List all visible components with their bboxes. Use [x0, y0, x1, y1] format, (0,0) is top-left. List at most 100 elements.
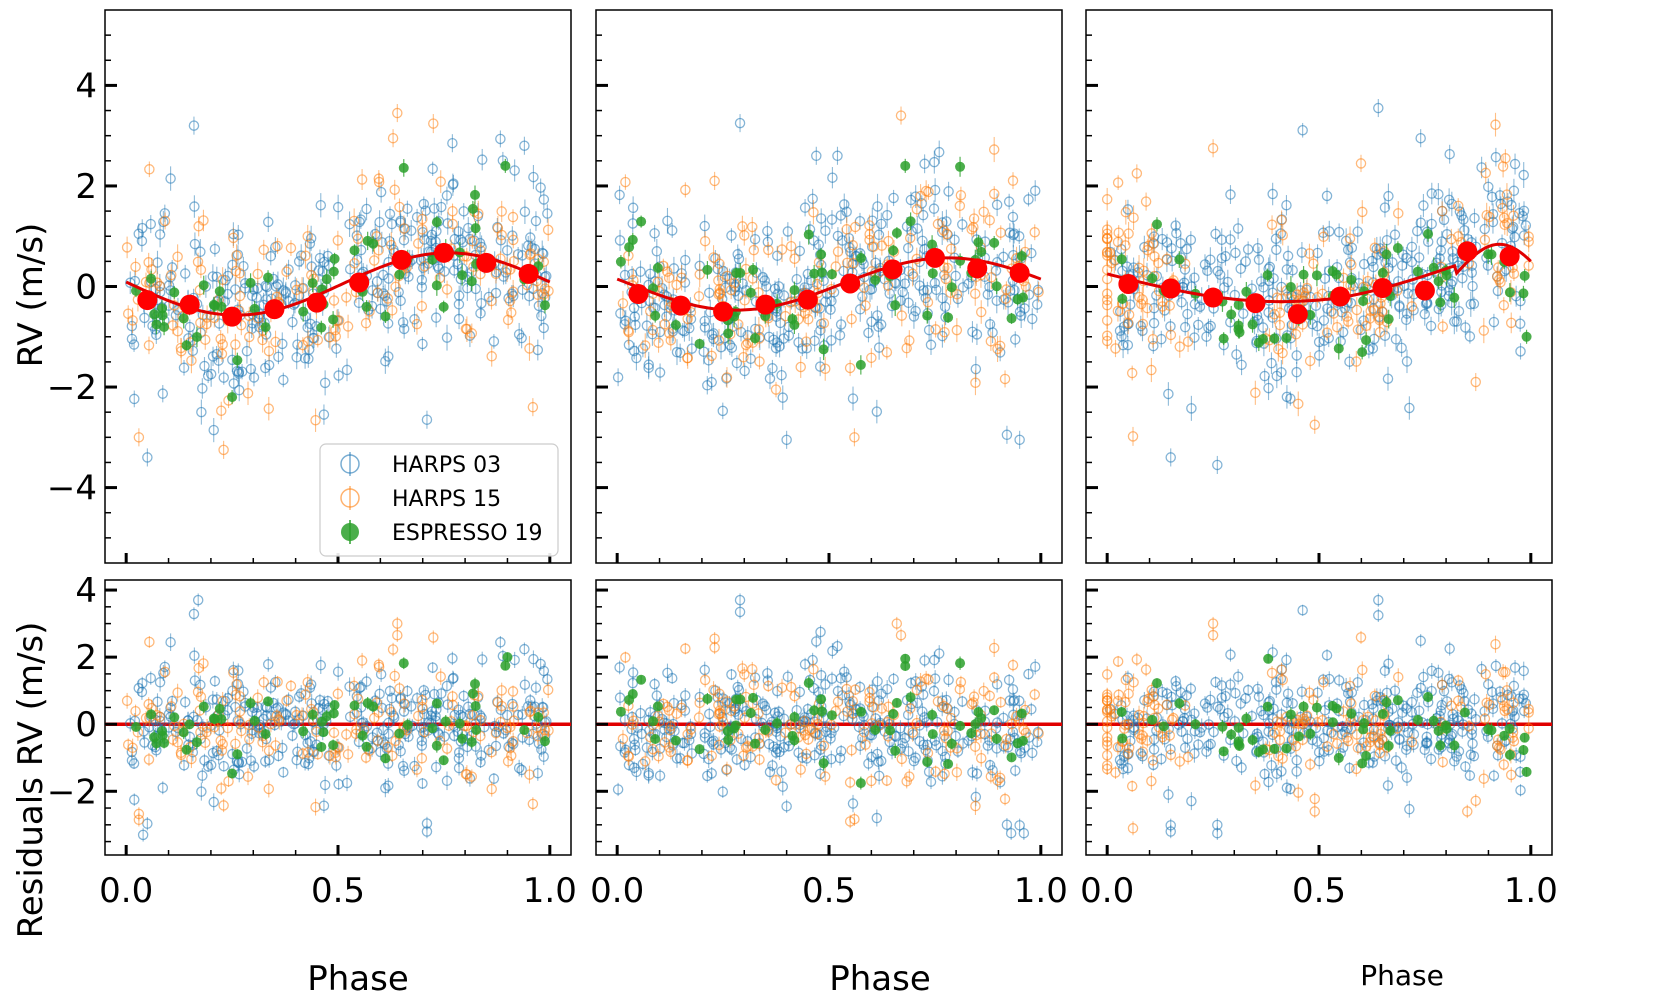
- panel-3-harps03-point: [1163, 382, 1174, 406]
- panel-2-harps03-point: [629, 307, 641, 326]
- panel-2-espresso19-point: [615, 255, 626, 269]
- panel-3-binned-point: [1245, 293, 1266, 314]
- panel-1-espresso19-residual-point: [454, 716, 465, 731]
- panel-1-harps03-residual-point: [384, 703, 395, 715]
- panel-1-harps15-residual-point: [508, 700, 519, 713]
- panel-1-harps03-residual-point: [202, 760, 214, 772]
- panel-1-harps15-residual-point: [302, 673, 313, 691]
- panel-2-harps03-residual-point: [612, 782, 624, 797]
- panel-3-harps15-residual-point: [1113, 689, 1124, 701]
- panel-1-harps15-point: [234, 287, 246, 306]
- panel-1-harps03-residual-point: [476, 651, 488, 668]
- panel-3-espresso19-point: [1262, 268, 1273, 282]
- panel-3-espresso19-residual-point: [1190, 718, 1201, 730]
- panel-3-harps03-residual-point: [1415, 634, 1426, 648]
- panel-2-ticks: [596, 34, 1043, 855]
- panel-1-harps15-point: [486, 345, 497, 367]
- panel-2-harps15-residual-point: [978, 682, 989, 700]
- panel-1-harps03-residual-point: [416, 737, 428, 754]
- panel-1-espresso19-residual-point: [380, 753, 391, 764]
- panel-3-harps03-point: [1259, 368, 1270, 384]
- legend-label: ESPRESSO 19: [392, 521, 543, 546]
- panel-1-harps03-point: [315, 193, 327, 218]
- panel-2-espresso19-residual-point: [970, 717, 981, 731]
- panel-3-harps15-residual-point: [1182, 749, 1194, 765]
- panel-2-harps03-residual-point: [734, 593, 746, 607]
- panel-2-espresso19-point: [973, 235, 984, 250]
- panel-2-harps03-point: [982, 282, 994, 307]
- panel-2-harps15-residual-point: [1001, 733, 1012, 746]
- x-tick-label: 0.0: [1080, 871, 1134, 911]
- panel-3-harps03-residual-point: [1486, 685, 1498, 699]
- panel-1-harps15-residual-point: [495, 716, 506, 728]
- panel-3-harps15-point: [1110, 339, 1121, 358]
- panel-2-harps03-residual-point: [1026, 702, 1037, 716]
- panel-3-harps03-point: [1216, 228, 1227, 252]
- panel-1-harps15-point: [356, 169, 368, 190]
- panel-2-harps15-residual-point: [911, 684, 923, 696]
- panel-2-harps15-residual-point: [915, 672, 926, 691]
- panel-3-harps15-residual-point: [1318, 674, 1329, 690]
- panel-1-binned-point: [476, 252, 497, 273]
- panel-2-espresso19-residual-point: [890, 743, 901, 759]
- panel-1-harps15-residual-point: [382, 740, 394, 754]
- panel-3-harps03-residual-point: [1297, 604, 1308, 616]
- legend-marker: [341, 523, 359, 541]
- panel-2-harps03-residual-point: [799, 657, 811, 671]
- panel-3-harps03-point: [1148, 312, 1160, 335]
- panel-1-espresso19-point: [368, 235, 379, 252]
- panel-3-harps15-point: [1328, 302, 1339, 325]
- panel-3-harps15-residual-point: [1508, 694, 1519, 711]
- panel-1-harps15-point: [244, 326, 255, 348]
- panel-3-harps03-residual-point: [1367, 756, 1379, 769]
- panel-3-harps15-residual-point: [1161, 699, 1173, 711]
- panel-2-harps15-residual-point: [682, 752, 693, 769]
- panel-1-harps15-point: [297, 337, 309, 354]
- panel-3-harps03-point: [1446, 191, 1458, 217]
- panel-1-harps03-point: [374, 210, 385, 235]
- panel-1-espresso19-point: [181, 339, 192, 351]
- panel-1-harps03-point: [402, 200, 413, 217]
- panel-1-harps15-point: [200, 329, 211, 350]
- panel-1-harps15-residual-point: [496, 682, 507, 699]
- panel-2-harps03-point: [873, 335, 885, 360]
- panel-2-espresso19-residual-point: [809, 704, 820, 717]
- panel-2-espresso19-residual-point: [702, 692, 713, 705]
- panel-1-harps03-point: [233, 365, 245, 382]
- panel-2-harps15-point: [708, 245, 719, 270]
- panel-3-harps03-point: [1297, 122, 1308, 138]
- panel-1-harps15-residual-point: [198, 655, 209, 672]
- panel-3-harps15-residual-point: [1277, 672, 1288, 688]
- panel-1-harps15-point: [524, 336, 535, 361]
- panel-3-harps03-residual-point: [1358, 697, 1370, 713]
- panel-1-binned-point: [222, 306, 243, 327]
- panel-3-harps15-point: [1304, 243, 1315, 264]
- panel-3-espresso19-residual-point: [1518, 745, 1529, 756]
- panel-3-harps03-residual-point: [1394, 731, 1405, 749]
- panel-3-harps03-residual-point: [1415, 682, 1427, 694]
- panel-2-harps15-residual-point: [1029, 688, 1040, 701]
- panel-1-harps03-point: [535, 178, 546, 197]
- panel-1-espresso19-point: [361, 300, 372, 314]
- panel-1-harps15-residual-point: [389, 668, 400, 684]
- panel-2-harps03-residual-point: [614, 660, 625, 675]
- panel-2-top-data: [612, 106, 1044, 449]
- panel-3-espresso19-point: [1233, 299, 1244, 311]
- panel-3-espresso19-residual-point: [1499, 730, 1510, 741]
- panel-2-harps03-point: [1014, 430, 1025, 449]
- panel-1-espresso19-residual-point: [349, 700, 360, 711]
- panel-3-harps15-residual-point: [1297, 715, 1308, 733]
- panel-3-harps03-residual-point: [1116, 756, 1127, 771]
- panel-3-harps15-point: [1101, 243, 1113, 262]
- panel-2-harps03-residual-point: [778, 739, 789, 755]
- panel-1-harps15-point: [231, 244, 242, 267]
- panel-3-harps03-residual-point: [1518, 661, 1529, 681]
- panel-3-harps15-residual-point: [1276, 662, 1287, 677]
- panel-2-harps03-point: [835, 206, 847, 225]
- panel-1-harps03-point: [375, 181, 387, 203]
- panel-1-harps15-point: [348, 208, 360, 234]
- panel-3-harps15-point: [1508, 266, 1520, 281]
- panel-2-harps15-point: [975, 300, 987, 324]
- panel-1-harps03-residual-point: [395, 744, 406, 759]
- panel-3-espresso19-point: [1281, 332, 1292, 344]
